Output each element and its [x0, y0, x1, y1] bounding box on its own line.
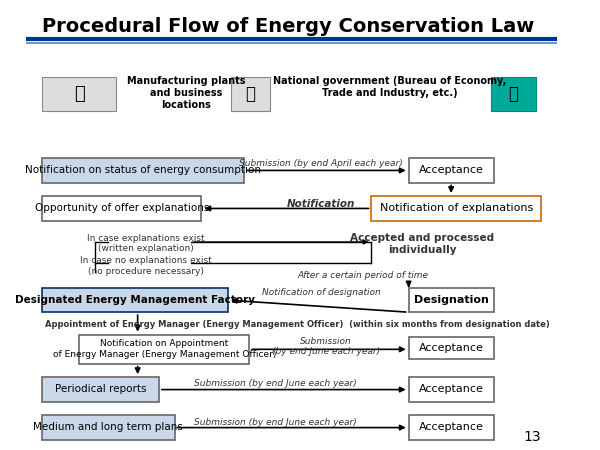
Text: Notification on status of energy consumption: Notification on status of energy consump… [25, 165, 261, 175]
Text: Acceptance: Acceptance [419, 423, 484, 432]
FancyBboxPatch shape [42, 77, 116, 111]
Text: In case no explanations exist
(no procedure necessary): In case no explanations exist (no proced… [80, 256, 211, 276]
Text: Submission (by end June each year): Submission (by end June each year) [194, 418, 357, 427]
FancyBboxPatch shape [491, 77, 536, 111]
Text: 🏛: 🏛 [245, 85, 256, 103]
Text: Acceptance: Acceptance [419, 343, 484, 353]
Text: Acceptance: Acceptance [419, 165, 484, 175]
Text: Designated Energy Management Factory: Designated Energy Management Factory [15, 295, 255, 305]
Text: Notification of explanations: Notification of explanations [380, 203, 533, 213]
Text: 🏢: 🏢 [509, 85, 518, 103]
FancyBboxPatch shape [230, 77, 271, 111]
Text: After a certain period of time: After a certain period of time [298, 270, 429, 279]
Text: 13: 13 [524, 430, 541, 444]
Text: Designation: Designation [414, 295, 488, 305]
Text: In case explanations exist
(written explanation): In case explanations exist (written expl… [87, 234, 205, 253]
FancyBboxPatch shape [409, 158, 494, 183]
FancyBboxPatch shape [79, 334, 249, 364]
Text: 🏭: 🏭 [74, 85, 85, 103]
FancyBboxPatch shape [409, 377, 494, 402]
Text: Procedural Flow of Energy Conservation Law: Procedural Flow of Energy Conservation L… [42, 17, 534, 36]
Text: Opportunity of offer explanations: Opportunity of offer explanations [35, 203, 209, 213]
Text: Accepted and processed
individually: Accepted and processed individually [350, 233, 494, 255]
Text: Medium and long term plans: Medium and long term plans [34, 423, 184, 432]
Text: Submission (by end June each year): Submission (by end June each year) [194, 379, 357, 388]
Text: Submission
(by end June each year): Submission (by end June each year) [272, 337, 380, 356]
FancyBboxPatch shape [42, 288, 228, 312]
Text: National government (Bureau of Economy,
Trade and Industry, etc.): National government (Bureau of Economy, … [273, 76, 506, 98]
FancyBboxPatch shape [42, 377, 159, 402]
FancyBboxPatch shape [42, 415, 175, 440]
Text: Notification: Notification [287, 198, 355, 208]
FancyBboxPatch shape [42, 158, 244, 183]
FancyBboxPatch shape [371, 196, 541, 220]
FancyBboxPatch shape [409, 288, 494, 312]
FancyBboxPatch shape [409, 415, 494, 440]
Text: Periodical reports: Periodical reports [55, 384, 146, 394]
Text: Appointment of Energy Manager (Energy Management Officer)  (within six months fr: Appointment of Energy Manager (Energy Ma… [44, 320, 550, 329]
FancyBboxPatch shape [42, 196, 202, 220]
Text: Notification of designation: Notification of designation [262, 288, 380, 297]
Text: Notification on Appointment
of Energy Manager (Energy Management Officer): Notification on Appointment of Energy Ma… [53, 339, 276, 359]
FancyBboxPatch shape [409, 337, 494, 359]
Text: Submission (by end April each year): Submission (by end April each year) [239, 159, 403, 168]
Text: Manufacturing plants
and business
locations: Manufacturing plants and business locati… [127, 76, 245, 110]
Text: Acceptance: Acceptance [419, 384, 484, 394]
